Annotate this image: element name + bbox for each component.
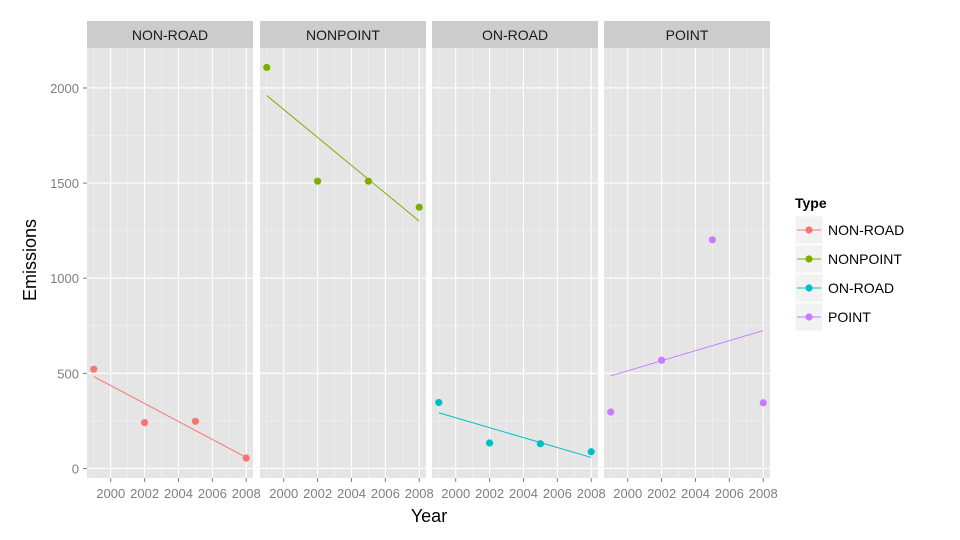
x-tick-label: 2004	[337, 486, 366, 501]
legend-label: POINT	[828, 309, 871, 325]
x-axis-title: Year	[411, 506, 447, 526]
legend-label: NONPOINT	[828, 251, 902, 267]
x-tick-label: 2008	[405, 486, 434, 501]
x-tick-label: 2008	[577, 486, 606, 501]
facet-panel-nonpoint: NONPOINT	[260, 21, 426, 478]
trend-line-on-road	[438, 412, 592, 458]
data-point-nonpoint	[364, 177, 373, 185]
x-tick-label: 2008	[232, 486, 261, 501]
data-point-point	[657, 356, 666, 364]
y-tick-label: 0	[72, 461, 79, 476]
data-point-non-road	[191, 417, 200, 425]
y-tick-label: 1000	[50, 271, 79, 286]
y-axis: 0 500 1000 1500 2000	[50, 81, 87, 476]
data-point-point	[708, 236, 717, 244]
x-tick-label: 2000	[96, 486, 125, 501]
facet-panel-on-road: ON-ROAD	[432, 21, 598, 478]
legend-item-point: POINT	[794, 302, 871, 332]
x-tick-label: 2000	[441, 486, 470, 501]
x-tick-label: 2002	[647, 486, 676, 501]
legend-item-non-road: NON-ROAD	[794, 215, 904, 245]
x-axis: 2000 2002 2004 2006 2008 2000 2002 2004 2006 2008…	[96, 478, 778, 501]
facet-strip-label: ON-ROAD	[482, 27, 548, 43]
legend-title: Type	[795, 195, 827, 211]
x-tick-label: 2004	[681, 486, 710, 501]
facet-panels: NON-ROAD NONPOINT ON-ROAD POINT	[87, 21, 770, 478]
x-tick-label: 2006	[198, 486, 227, 501]
x-tick-label: 2004	[509, 486, 538, 501]
legend-item-on-road: ON-ROAD	[794, 273, 894, 303]
facet-panel-point: POINT	[604, 21, 770, 478]
data-point-on-road	[587, 448, 595, 456]
data-point-nonpoint	[313, 177, 322, 185]
x-tick-label: 2008	[749, 486, 778, 501]
facet-strip-label: POINT	[666, 27, 709, 43]
y-tick-label: 2000	[50, 81, 79, 96]
legend-key-point	[805, 255, 813, 263]
trend-line-point	[610, 330, 764, 377]
data-point-non-road	[90, 365, 98, 373]
legend: Type NON-ROAD NONPOINT ON-ROAD POINT	[794, 195, 904, 332]
x-tick-label: 2002	[475, 486, 504, 501]
panel-background	[87, 48, 253, 478]
x-tick-label: 2002	[303, 486, 332, 501]
facet-strip	[260, 21, 426, 48]
x-tick-label: 2006	[543, 486, 572, 501]
facet-panel-non-road: NON-ROAD	[87, 21, 253, 478]
x-tick-label: 2000	[613, 486, 642, 501]
data-point-on-road	[435, 398, 443, 407]
data-point-point	[759, 399, 767, 407]
legend-key-point	[805, 284, 813, 292]
facet-strip-label: NONPOINT	[306, 27, 380, 43]
panel-background	[432, 48, 598, 478]
facet-strip	[604, 21, 770, 48]
data-point-non-road	[242, 454, 250, 462]
facet-strip	[432, 21, 598, 48]
legend-key-point	[805, 226, 813, 234]
data-point-nonpoint	[263, 63, 271, 72]
x-tick-label: 2004	[164, 486, 193, 501]
legend-label: ON-ROAD	[828, 280, 894, 296]
legend-key-point	[805, 313, 813, 321]
data-point-point	[607, 408, 615, 416]
data-point-on-road	[536, 440, 545, 448]
x-tick-label: 2006	[371, 486, 400, 501]
x-tick-label: 2002	[130, 486, 159, 501]
panel-background	[260, 48, 426, 478]
y-axis-title: Emissions	[20, 219, 40, 301]
facet-strip	[87, 21, 253, 48]
trend-line-nonpoint	[266, 95, 420, 222]
legend-item-nonpoint: NONPOINT	[794, 244, 902, 274]
legend-label: NON-ROAD	[828, 222, 904, 238]
y-tick-label: 500	[57, 366, 79, 381]
x-tick-label: 2006	[715, 486, 744, 501]
data-point-nonpoint	[415, 203, 423, 211]
y-tick-label: 1500	[50, 176, 79, 191]
data-point-non-road	[140, 419, 149, 427]
trend-line-non-road	[93, 376, 247, 458]
facet-strip-label: NON-ROAD	[132, 27, 208, 43]
data-point-on-road	[485, 439, 494, 447]
panel-background	[604, 48, 770, 478]
x-tick-label: 2000	[269, 486, 298, 501]
